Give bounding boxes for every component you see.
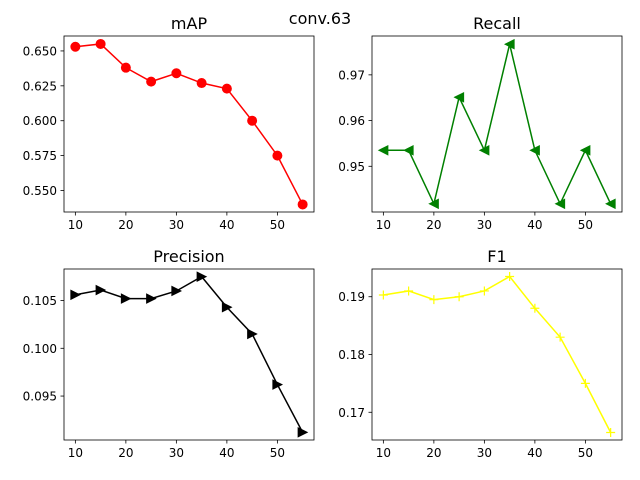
x-tick-label: 20 bbox=[118, 446, 133, 460]
x-tick-label: 10 bbox=[68, 446, 83, 460]
data-point bbox=[297, 427, 309, 438]
x-tick-label: 50 bbox=[578, 218, 593, 232]
data-point bbox=[378, 290, 388, 300]
y-tick-label: 0.100 bbox=[23, 342, 57, 356]
data-point bbox=[505, 272, 515, 282]
data-point bbox=[171, 68, 182, 79]
figure-title: conv.63 bbox=[289, 9, 351, 28]
x-tick-label: 20 bbox=[118, 218, 133, 232]
data-point bbox=[120, 62, 131, 73]
series-line bbox=[75, 275, 304, 433]
subplot-precision: Precision 10 20 30 40 50 0.095 0.100 0.105 bbox=[23, 247, 315, 460]
y-tick-label: 0.625 bbox=[23, 79, 57, 93]
y-tick-label: 0.96 bbox=[338, 114, 365, 128]
data-point bbox=[402, 144, 414, 156]
data-point bbox=[221, 83, 232, 94]
y-tick-label: 0.17 bbox=[338, 406, 365, 420]
data-point bbox=[529, 144, 540, 156]
data-point bbox=[95, 284, 107, 296]
data-point bbox=[478, 144, 490, 156]
x-tick-label: 50 bbox=[270, 446, 285, 460]
axes-frame bbox=[63, 268, 315, 441]
data-point bbox=[454, 292, 464, 302]
data-point bbox=[146, 76, 157, 87]
subplot-title: mAP bbox=[171, 14, 208, 33]
subplot-title: Precision bbox=[153, 247, 224, 266]
x-tick-label: 40 bbox=[219, 446, 234, 460]
series-line bbox=[383, 275, 612, 433]
subplot-title: Recall bbox=[473, 14, 521, 33]
y-tick-label: 0.19 bbox=[338, 290, 365, 304]
y-tick-label: 0.95 bbox=[338, 160, 365, 174]
data-point bbox=[428, 198, 439, 210]
data-point bbox=[504, 38, 515, 50]
x-tick-label: 10 bbox=[376, 446, 391, 460]
subplot-title: F1 bbox=[487, 247, 506, 266]
data-point bbox=[120, 293, 132, 304]
data-point bbox=[453, 91, 465, 103]
y-tick-label: 0.650 bbox=[23, 44, 57, 58]
x-tick-label: 30 bbox=[169, 446, 184, 460]
y-tick-label: 0.575 bbox=[23, 149, 57, 163]
y-tick-label: 0.105 bbox=[23, 294, 57, 308]
subplot-recall: Recall 10 20 30 40 50 0.95 0.96 0.97 bbox=[338, 14, 623, 232]
x-tick-label: 50 bbox=[270, 218, 285, 232]
data-point bbox=[146, 293, 157, 304]
data-point bbox=[580, 378, 590, 388]
x-tick-label: 20 bbox=[426, 218, 441, 232]
x-tick-label: 30 bbox=[169, 218, 184, 232]
axes-frame bbox=[371, 35, 623, 213]
data-point bbox=[377, 144, 389, 156]
x-tick-label: 30 bbox=[477, 218, 492, 232]
series-line bbox=[75, 43, 304, 205]
y-tick-label: 0.600 bbox=[23, 114, 57, 128]
y-tick-label: 0.095 bbox=[23, 390, 57, 404]
x-tick-label: 10 bbox=[376, 218, 391, 232]
x-tick-label: 40 bbox=[219, 218, 234, 232]
x-tick-label: 10 bbox=[68, 218, 83, 232]
x-tick-label: 40 bbox=[527, 446, 542, 460]
series-line bbox=[383, 44, 612, 207]
y-tick-label: 0.97 bbox=[338, 68, 365, 82]
data-point bbox=[479, 286, 489, 296]
data-point bbox=[247, 328, 258, 340]
data-point bbox=[95, 38, 106, 49]
data-point bbox=[554, 198, 566, 210]
y-tick-label: 0.18 bbox=[338, 348, 365, 362]
axes-frame bbox=[371, 268, 623, 441]
data-point bbox=[70, 41, 81, 52]
data-point bbox=[196, 78, 207, 89]
x-tick-label: 30 bbox=[477, 446, 492, 460]
data-point bbox=[555, 332, 565, 342]
data-point bbox=[429, 295, 439, 305]
axes-frame bbox=[63, 35, 315, 213]
data-point bbox=[579, 144, 591, 156]
y-tick-label: 0.550 bbox=[23, 184, 57, 198]
data-point bbox=[247, 115, 258, 126]
data-point bbox=[221, 301, 233, 313]
data-point bbox=[297, 199, 308, 210]
subplot-f1: F1 10 20 30 40 50 0.17 0.18 0.19 bbox=[338, 247, 623, 460]
data-point bbox=[171, 285, 182, 297]
data-point bbox=[530, 303, 540, 313]
subplot-map: mAP 10 20 30 40 50 0.550 0.575 0.600 0.625 0.650 bbox=[23, 14, 315, 232]
x-tick-label: 50 bbox=[578, 446, 593, 460]
data-point bbox=[70, 289, 81, 301]
data-point bbox=[404, 286, 414, 296]
data-point bbox=[272, 379, 284, 390]
data-point bbox=[272, 150, 283, 161]
data-point bbox=[605, 198, 616, 210]
data-point bbox=[196, 271, 208, 282]
x-tick-label: 20 bbox=[426, 446, 441, 460]
data-point bbox=[606, 427, 616, 437]
x-tick-label: 40 bbox=[527, 218, 542, 232]
